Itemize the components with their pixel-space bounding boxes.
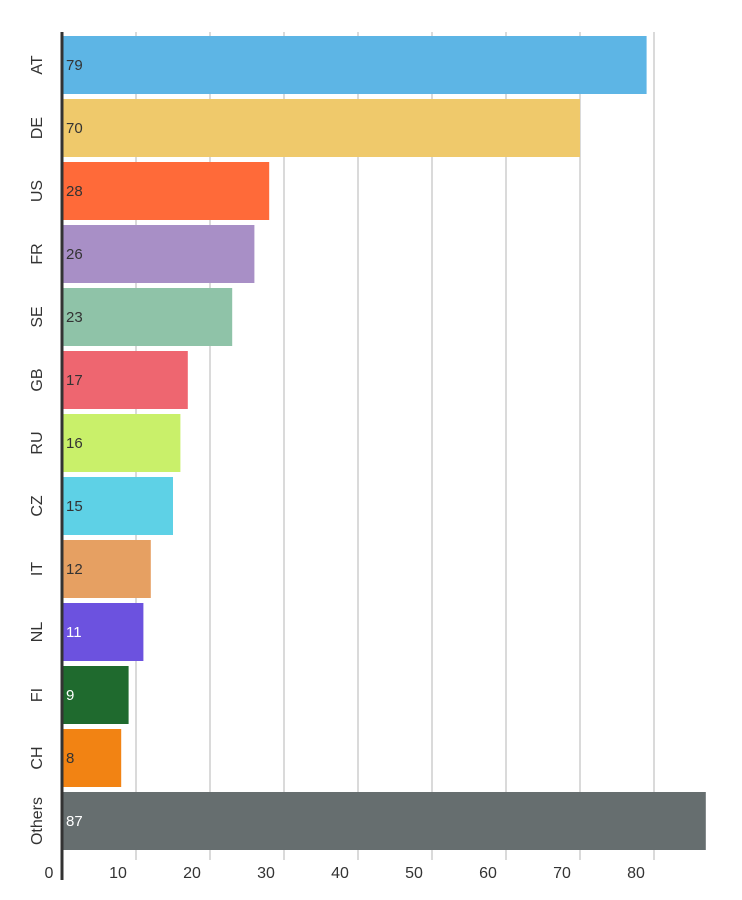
bar-de (62, 99, 580, 157)
category-label-ch: CH (29, 746, 46, 769)
x-tick-label-40: 40 (331, 865, 349, 882)
category-label-ru: RU (29, 431, 46, 454)
bar-fr (62, 225, 255, 283)
x-tick-label-50: 50 (405, 865, 423, 882)
bar-at (62, 36, 647, 94)
data-label-gb: 17 (66, 372, 83, 389)
bars (62, 36, 706, 850)
bar-gb (62, 351, 188, 409)
bar-fi (62, 666, 129, 724)
category-label-se: SE (29, 306, 46, 327)
category-label-us: US (29, 180, 46, 202)
bar-cz (62, 477, 173, 535)
x-tick-label-0: 0 (45, 865, 54, 882)
data-label-nl: 11 (66, 624, 82, 641)
x-tick-label-80: 80 (627, 865, 645, 882)
x-tick-label-10: 10 (109, 865, 127, 882)
data-label-ru: 16 (66, 435, 83, 452)
data-label-se: 23 (66, 309, 83, 326)
labels: 79 AT 70 DE 28 US 26 FR 23 SE 17 GB 16 RU 15 CZ 12 IT 11 NL… (29, 55, 645, 882)
data-label-us: 28 (66, 183, 83, 200)
data-label-at: 79 (66, 57, 83, 74)
category-label-others: Others (29, 797, 46, 845)
bar-ch (62, 729, 122, 787)
data-label-cz: 15 (66, 498, 83, 515)
category-label-de: DE (29, 117, 46, 139)
data-label-de: 70 (66, 120, 83, 137)
bar-nl (62, 603, 144, 661)
bar-others (62, 792, 706, 850)
data-label-it: 12 (66, 561, 83, 578)
data-label-fi: 9 (66, 687, 74, 704)
category-label-cz: CZ (29, 495, 46, 517)
x-tick-label-30: 30 (257, 865, 275, 882)
bar-ru (62, 414, 181, 472)
category-label-it: IT (29, 562, 46, 576)
x-tick-label-20: 20 (183, 865, 201, 882)
data-label-ch: 8 (66, 750, 74, 767)
bar-se (62, 288, 233, 346)
category-label-fr: FR (29, 243, 46, 264)
bar-us (62, 162, 270, 220)
bar-it (62, 540, 151, 598)
category-label-gb: GB (29, 368, 46, 391)
category-label-nl: NL (29, 622, 46, 643)
data-label-fr: 26 (66, 246, 83, 263)
category-label-at: AT (29, 55, 46, 74)
x-tick-label-70: 70 (553, 865, 571, 882)
category-label-fi: FI (29, 688, 46, 702)
data-label-others: 87 (66, 813, 83, 830)
x-tick-label-60: 60 (479, 865, 497, 882)
